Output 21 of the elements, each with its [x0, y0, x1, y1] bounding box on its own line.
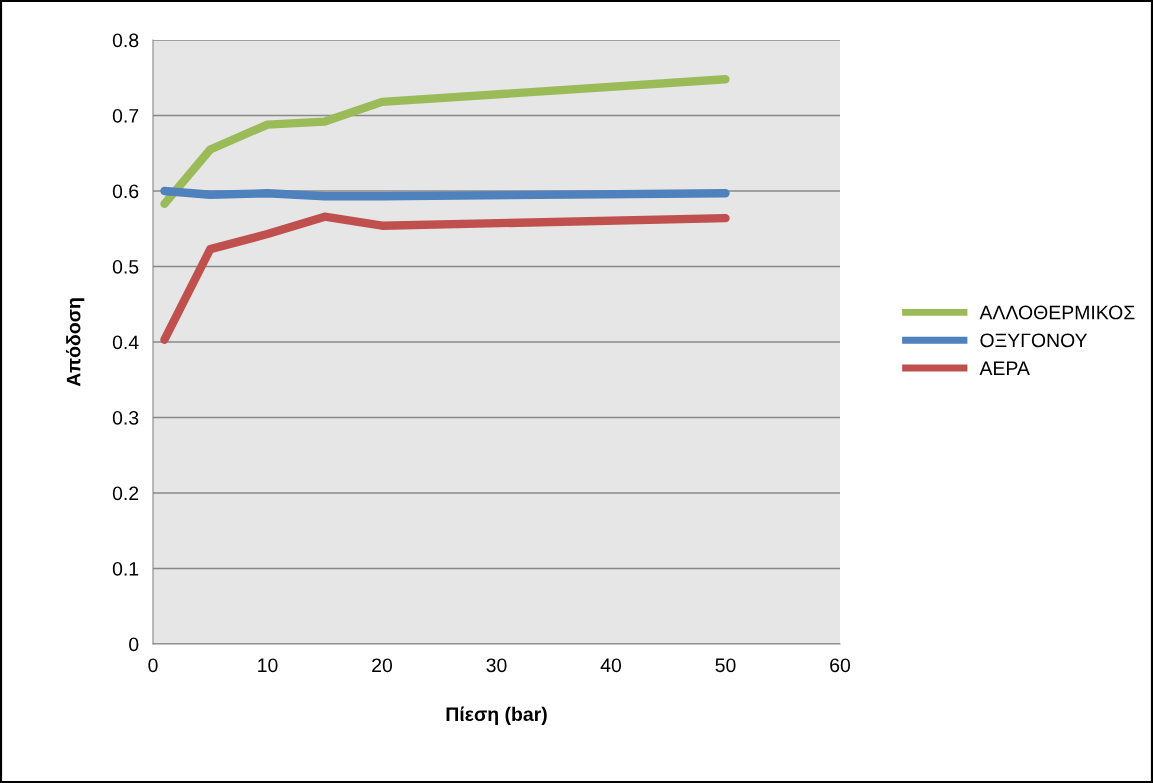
x-tick-label: 0 — [148, 658, 158, 673]
x-tick-label: 60 — [830, 658, 851, 673]
legend-label: ΑΛΛΟΘΕΡΜΙΚΟΣ — [979, 305, 1135, 320]
x-tick-label: 40 — [600, 658, 622, 673]
x-tick-label: 50 — [715, 658, 736, 673]
x-tick-label: 10 — [258, 658, 278, 673]
legend-label: ΟΞΥΓΟΝΟΥ — [980, 333, 1088, 348]
x-axis-title: Πίεση (bar) — [446, 706, 547, 725]
y-tick-label: 0.3 — [112, 410, 139, 425]
legend-label: ΑΕΡΑ — [979, 361, 1030, 375]
y-tick-label: 0 — [129, 637, 139, 652]
y-tick-label: 0.8 — [112, 33, 139, 48]
y-tick-label: 0.7 — [112, 108, 139, 123]
y-axis-title: Απόδοση — [65, 298, 85, 387]
y-tick-label: 0.6 — [112, 184, 139, 199]
y-tick-label: 0.2 — [112, 486, 139, 501]
y-tick-label: 0.1 — [112, 561, 139, 576]
y-tick-label: 0.4 — [112, 335, 139, 350]
x-tick-label: 30 — [486, 658, 507, 673]
x-tick-label: 20 — [372, 658, 393, 673]
y-tick-label: 0.5 — [112, 259, 139, 274]
